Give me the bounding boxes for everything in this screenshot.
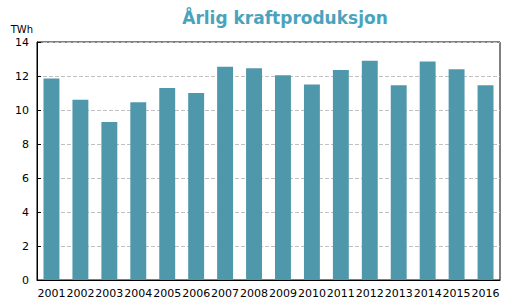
svg-text:2009: 2009 [269, 287, 297, 300]
svg-text:8: 8 [22, 138, 29, 151]
svg-text:2013: 2013 [385, 287, 413, 300]
svg-text:2001: 2001 [37, 287, 65, 300]
svg-text:12: 12 [15, 70, 29, 83]
svg-text:2015: 2015 [443, 287, 471, 300]
svg-text:Årlig kraftproduksjon: Årlig kraftproduksjon [182, 6, 388, 28]
svg-text:2002: 2002 [66, 287, 94, 300]
svg-text:14: 14 [15, 36, 29, 49]
svg-text:2: 2 [22, 240, 29, 253]
svg-text:2016: 2016 [472, 287, 500, 300]
svg-text:2010: 2010 [298, 287, 326, 300]
svg-text:TWh: TWh [10, 24, 33, 35]
svg-text:2003: 2003 [95, 287, 123, 300]
svg-text:2006: 2006 [182, 287, 210, 300]
svg-text:2012: 2012 [356, 287, 384, 300]
svg-text:2007: 2007 [211, 287, 239, 300]
svg-text:2011: 2011 [327, 287, 355, 300]
svg-text:2004: 2004 [124, 287, 152, 300]
svg-text:6: 6 [22, 172, 29, 185]
svg-text:10: 10 [15, 104, 29, 117]
svg-text:2014: 2014 [414, 287, 442, 300]
svg-text:4: 4 [22, 206, 29, 219]
svg-text:2008: 2008 [240, 287, 268, 300]
svg-text:0: 0 [22, 274, 29, 287]
svg-text:2005: 2005 [153, 287, 181, 300]
